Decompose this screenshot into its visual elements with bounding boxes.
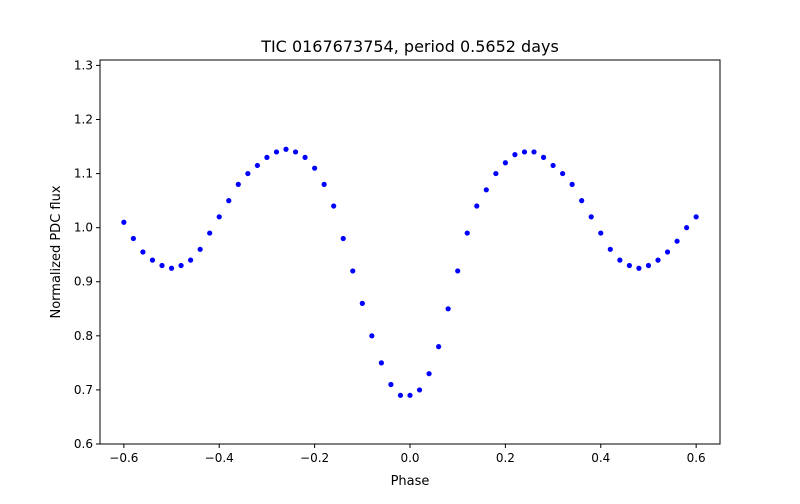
- x-tick-label: 0.6: [687, 451, 706, 465]
- data-points: [121, 146, 699, 398]
- data-point: [636, 265, 642, 271]
- data-point: [617, 257, 623, 263]
- data-point: [340, 235, 346, 242]
- data-point: [521, 149, 528, 155]
- data-point: [416, 387, 423, 393]
- data-point: [197, 246, 203, 252]
- data-point: [512, 152, 518, 158]
- data-point: [445, 306, 451, 312]
- data-point: [235, 181, 241, 187]
- y-tick-label: 0.9: [74, 275, 93, 289]
- data-point: [664, 249, 671, 255]
- data-point: [397, 392, 404, 398]
- data-point: [493, 170, 499, 177]
- x-tick-label: −0.4: [205, 451, 234, 465]
- data-point: [378, 360, 384, 366]
- data-point: [502, 160, 508, 166]
- data-point: [302, 154, 308, 160]
- data-point: [426, 371, 432, 377]
- data-point: [579, 198, 585, 204]
- data-point: [292, 149, 299, 155]
- data-point: [655, 257, 661, 263]
- data-point: [226, 198, 232, 204]
- y-axis-label: Normalized PDC flux: [49, 185, 64, 318]
- data-point: [312, 165, 318, 171]
- x-tick-label: 0.0: [400, 451, 419, 465]
- x-tick-label: 0.4: [591, 451, 610, 465]
- data-point: [588, 214, 594, 220]
- y-axis-ticks: 0.6 0.7 0.8 0.9 1.0 1.1 1.2 1.3: [74, 58, 100, 451]
- data-point: [140, 249, 146, 255]
- data-point: [321, 181, 327, 187]
- data-point: [684, 225, 690, 231]
- x-axis-label: Phase: [391, 474, 430, 489]
- data-point: [359, 300, 365, 306]
- y-tick-label: 0.7: [74, 383, 93, 397]
- data-point: [264, 154, 270, 160]
- data-point: [645, 262, 652, 269]
- data-point: [531, 149, 537, 155]
- data-point: [159, 262, 165, 269]
- data-point: [474, 203, 480, 209]
- data-point: [254, 162, 260, 169]
- y-tick-label: 0.6: [74, 437, 93, 451]
- data-point: [178, 262, 184, 269]
- y-tick-label: 1.3: [74, 58, 93, 72]
- data-point: [350, 268, 356, 274]
- data-point: [407, 392, 413, 398]
- y-tick-label: 1.2: [74, 112, 93, 126]
- data-point: [168, 265, 175, 271]
- data-point: [540, 154, 547, 160]
- data-point: [216, 214, 222, 220]
- x-tick-label: −0.2: [300, 451, 329, 465]
- data-point: [455, 268, 461, 274]
- data-point: [550, 162, 556, 169]
- data-point: [569, 181, 575, 187]
- data-point: [464, 230, 470, 236]
- data-point: [483, 187, 489, 193]
- data-point: [598, 230, 604, 236]
- axes-frame: [99, 59, 721, 445]
- data-point: [369, 333, 375, 339]
- y-tick-label: 0.8: [74, 329, 93, 343]
- data-point: [273, 149, 280, 155]
- data-point: [626, 262, 632, 269]
- data-point: [674, 238, 680, 244]
- data-point: [388, 381, 394, 388]
- data-point: [560, 170, 566, 177]
- x-axis-ticks: −0.6 −0.4 −0.2 0.0 0.2 0.4 0.6: [109, 444, 706, 465]
- y-tick-label: 1.1: [74, 167, 93, 181]
- data-point: [436, 344, 442, 350]
- data-point: [283, 146, 289, 152]
- chart-title: TIC 0167673754, period 0.5652 days: [260, 37, 559, 56]
- data-point: [607, 246, 613, 252]
- data-point: [331, 203, 337, 209]
- x-tick-label: −0.6: [109, 451, 138, 465]
- x-tick-label: 0.2: [496, 451, 515, 465]
- data-point: [121, 219, 127, 225]
- data-point: [130, 235, 136, 242]
- data-point: [149, 257, 156, 263]
- data-point: [207, 230, 213, 236]
- data-point: [245, 170, 251, 177]
- data-point: [693, 214, 699, 220]
- data-point: [188, 257, 194, 263]
- y-tick-label: 1.0: [74, 221, 93, 235]
